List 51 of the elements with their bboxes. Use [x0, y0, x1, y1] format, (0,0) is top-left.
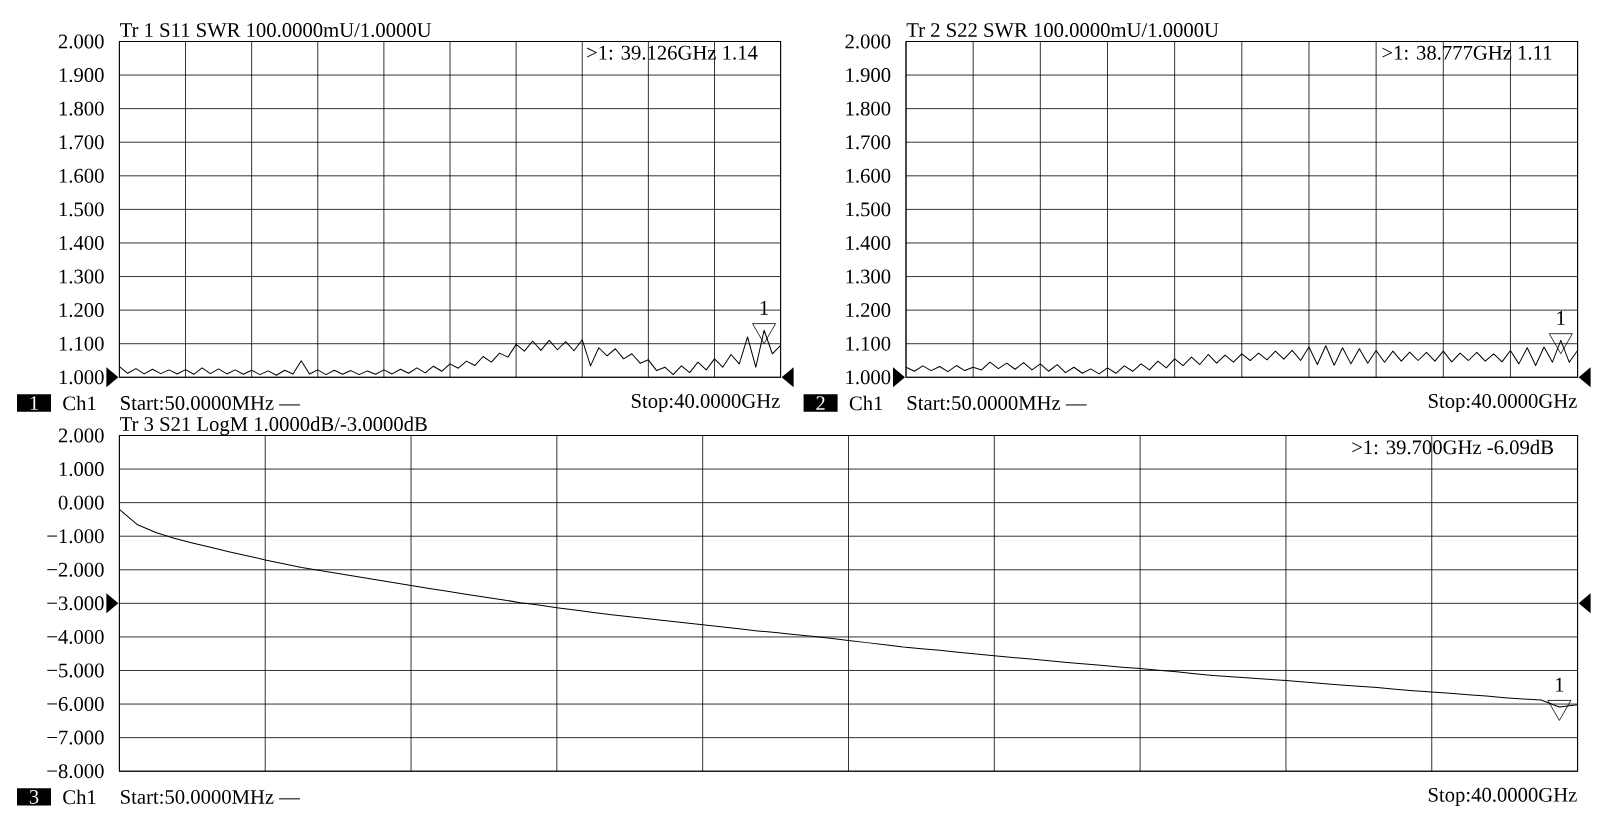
- y-tick-label: 0.000: [58, 495, 104, 510]
- y-tick-label: −3.000: [47, 596, 104, 611]
- y-tick-label: 1.800: [59, 101, 104, 116]
- y-tick-label: 1.500: [846, 202, 891, 217]
- text: 3: [29, 790, 39, 804]
- y-tick-label: 2.000: [845, 34, 891, 49]
- y-tick-label: −4.000: [47, 629, 104, 644]
- y-tick-label: −2.000: [47, 562, 104, 577]
- y-tick-label: 1.400: [59, 235, 104, 250]
- y-tick-label: 1.800: [846, 101, 891, 116]
- y-tick-label: 1.900: [846, 68, 891, 83]
- y-tick-label: 1.200: [59, 303, 104, 318]
- y-tick-label: −5.000: [47, 663, 104, 678]
- text: 1: [30, 396, 38, 410]
- chart-title: Tr 1 S11 SWR 100.0000mU/1.0000U: [120, 23, 432, 38]
- series-label: 1: [1556, 677, 1564, 692]
- text: Start:50.0000MHz —: [907, 396, 1087, 411]
- y-tick-label: 1.900: [59, 68, 104, 83]
- y-tick-label: 1.200: [846, 303, 891, 318]
- y-tick-label: 1.000: [846, 370, 891, 385]
- y-tick-label: 1.100: [59, 336, 104, 351]
- y-tick-label: 2.000: [58, 428, 104, 443]
- text: Ch1: [63, 789, 96, 805]
- text: Stop:40.0000GHz: [1428, 393, 1577, 413]
- series-label: 1: [1557, 311, 1565, 325]
- text: Stop:40.0000GHz: [631, 393, 780, 413]
- chart-title: Tr 2 S22 SWR 100.0000mU/1.0000U: [906, 23, 1219, 38]
- y-tick-label: 1.000: [59, 462, 104, 477]
- y-tick-label: 1.600: [846, 168, 891, 183]
- text: Start:50.0000MHz —: [121, 396, 301, 411]
- y-tick-label: 1.300: [846, 269, 891, 284]
- y-tick-label: 1.300: [59, 269, 104, 284]
- y-tick-label: −1.000: [47, 529, 104, 544]
- y-tick-label: 1.700: [846, 135, 891, 150]
- y-tick-label: −7.000: [47, 730, 104, 745]
- y-tick-label: 1.100: [846, 336, 891, 351]
- text: Ch1: [63, 395, 96, 411]
- text: 2: [816, 396, 825, 410]
- y-tick-label: 1.400: [846, 235, 891, 250]
- y-tick-label: 1.700: [59, 135, 104, 150]
- text: Start:50.0000MHz —: [121, 789, 301, 804]
- series-label: 1: [760, 301, 768, 315]
- y-tick-label: 1.000: [59, 370, 104, 385]
- text: Stop:40.0000GHz: [1428, 787, 1577, 806]
- chart-title: Tr 3 S21 LogM 1.0000dB/-3.0000dB: [120, 416, 427, 436]
- y-tick-label: −6.000: [47, 697, 104, 712]
- y-tick-label: 1.500: [59, 202, 104, 217]
- y-tick-label: 1.600: [59, 168, 104, 183]
- y-tick-label: −8.000: [47, 764, 104, 779]
- y-tick-label: 2.000: [58, 34, 104, 49]
- text: Ch1: [849, 395, 883, 411]
